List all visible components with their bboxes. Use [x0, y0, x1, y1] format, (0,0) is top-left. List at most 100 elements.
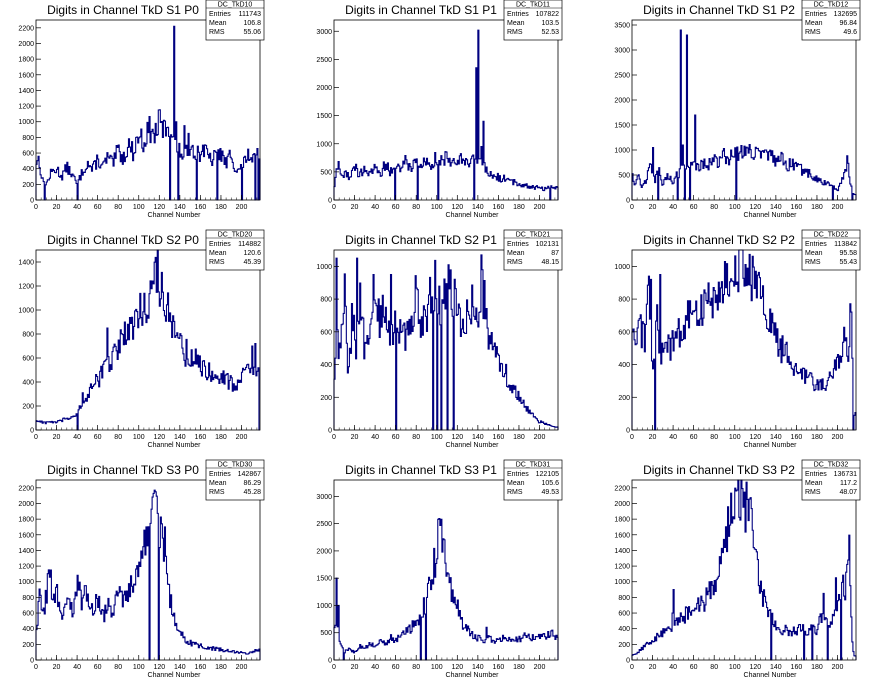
x-tick-label: 20	[351, 664, 359, 671]
x-tick-label: 140	[770, 204, 782, 211]
y-tick-label: 3000	[316, 29, 332, 36]
x-tick-label: 100	[431, 204, 443, 211]
x-tick-label: 200	[236, 664, 248, 671]
histogram-panel: Digits in Channel TkD S2 P1 0 20 40 60 80 100 1…	[298, 229, 596, 460]
y-tick-label: 2000	[614, 98, 630, 105]
x-tick-label: 20	[53, 204, 61, 211]
stats-key: Entries	[507, 11, 529, 18]
x-tick-label: 140	[770, 434, 782, 441]
x-tick-label: 100	[133, 204, 145, 211]
histogram-svg: Digits in Channel TkD S2 P1 0 20 40 60 80 100 1…	[316, 229, 563, 449]
plot-frame	[35, 249, 261, 431]
plot-frame	[631, 479, 857, 661]
x-tick-label: 80	[114, 664, 122, 671]
y-tick-label: 800	[22, 332, 34, 339]
x-tick-label: 160	[195, 664, 207, 671]
y-tick-label: 3000	[316, 494, 332, 501]
stats-value: 55.06	[243, 29, 261, 36]
histogram-panel: Digits in Channel TkD S1 P0 0 20 40 60 80 100 1…	[0, 0, 298, 230]
plot-frame	[333, 249, 559, 431]
stats-key: RMS	[805, 29, 821, 36]
y-tick-label: 1000	[18, 308, 34, 315]
histogram-svg: Digits in Channel TkD S1 P1 0 20 40 60 80 100 1…	[316, 0, 563, 219]
x-tick-label: 180	[811, 664, 823, 671]
x-tick-label: 100	[431, 434, 443, 441]
x-tick-label: 180	[811, 434, 823, 441]
y-tick-label: 0	[30, 428, 34, 435]
histogram-line	[35, 25, 261, 201]
stats-value: 120.6	[243, 250, 261, 257]
x-tick-label: 200	[534, 204, 546, 211]
x-tick-label: 160	[493, 664, 505, 671]
stats-value: 55.43	[839, 259, 857, 266]
y-tick-label: 2200	[18, 25, 34, 32]
x-tick-label: 20	[649, 204, 657, 211]
stats-value: 96.84	[839, 20, 857, 27]
x-tick-label: 160	[195, 434, 207, 441]
x-tick-label: 80	[412, 664, 420, 671]
stats-key: Mean	[209, 20, 227, 27]
y-tick-label: 800	[22, 135, 34, 142]
stats-key: Entries	[209, 471, 231, 478]
y-tick-label: 600	[22, 151, 34, 158]
y-tick-label: 1000	[316, 264, 332, 271]
x-tick-label: 180	[215, 434, 227, 441]
x-tick-label: 40	[73, 204, 81, 211]
y-tick-label: 200	[22, 182, 34, 189]
y-tick-label: 1000	[316, 603, 332, 610]
x-tick-label: 0	[332, 664, 336, 671]
x-tick-label: 40	[669, 664, 677, 671]
x-tick-label: 80	[710, 204, 718, 211]
y-tick-label: 1600	[18, 72, 34, 79]
stats-value: 117.2	[840, 480, 857, 487]
stats-box: DC_TkD10 Entries 111743 Mean 106.8 RMS 55.06	[205, 0, 265, 41]
x-tick-label: 60	[392, 664, 400, 671]
stats-value: 136731	[834, 471, 857, 478]
y-tick-label: 800	[22, 595, 34, 602]
x-axis-label: Channel Number	[148, 442, 202, 449]
x-tick-label: 160	[791, 434, 803, 441]
x-tick-label: 20	[649, 664, 657, 671]
x-tick-label: 20	[53, 664, 61, 671]
histogram-panel: Digits in Channel TkD S2 P0 0 20 40 60 80 100 1…	[0, 229, 298, 460]
x-tick-label: 0	[630, 204, 634, 211]
histogram-panel: Digits in Channel TkD S3 P2 0 20 40 60 80 100 1…	[596, 459, 894, 690]
x-axis-label: Channel Number	[744, 442, 798, 449]
y-tick-label: 200	[22, 404, 34, 411]
histogram-svg: Digits in Channel TkD S3 P2 0 20 40 60 80 100 1…	[614, 459, 861, 679]
y-tick-label: 1500	[614, 123, 630, 130]
y-tick-label: 1200	[614, 564, 630, 571]
y-tick-label: 400	[618, 362, 630, 369]
x-tick-label: 140	[472, 664, 484, 671]
stats-name: DC_TkD20	[218, 232, 253, 239]
stats-name: DC_TkD30	[218, 462, 253, 469]
y-tick-label: 1600	[614, 532, 630, 539]
y-tick-label: 1400	[614, 548, 630, 555]
stats-key: Mean	[209, 250, 227, 257]
x-tick-label: 120	[153, 434, 165, 441]
x-tick-label: 180	[811, 204, 823, 211]
stats-key: Entries	[507, 241, 529, 248]
x-axis-label: Channel Number	[446, 672, 500, 679]
stats-value: 132695	[834, 11, 857, 18]
stats-name: DC_TkD22	[814, 232, 849, 239]
stats-key: Entries	[805, 471, 827, 478]
stats-value: 45.28	[243, 489, 261, 496]
y-tick-label: 1200	[18, 284, 34, 291]
x-tick-label: 40	[371, 204, 379, 211]
y-tick-label: 600	[618, 611, 630, 618]
stats-value: 45.39	[243, 259, 261, 266]
x-tick-label: 60	[690, 664, 698, 671]
x-tick-label: 100	[729, 664, 741, 671]
plot-frame	[35, 479, 261, 661]
y-tick-label: 2500	[316, 521, 332, 528]
y-tick-label: 2500	[316, 57, 332, 64]
x-tick-label: 0	[34, 434, 38, 441]
chart-title: Digits in Channel TkD S3 P1	[345, 463, 497, 477]
histogram-svg: Digits in Channel TkD S1 P0 0 20 40 60 80 100 1…	[18, 0, 265, 219]
x-tick-label: 120	[153, 664, 165, 671]
x-tick-label: 0	[34, 204, 38, 211]
histogram-line	[333, 518, 559, 661]
x-tick-label: 80	[114, 434, 122, 441]
